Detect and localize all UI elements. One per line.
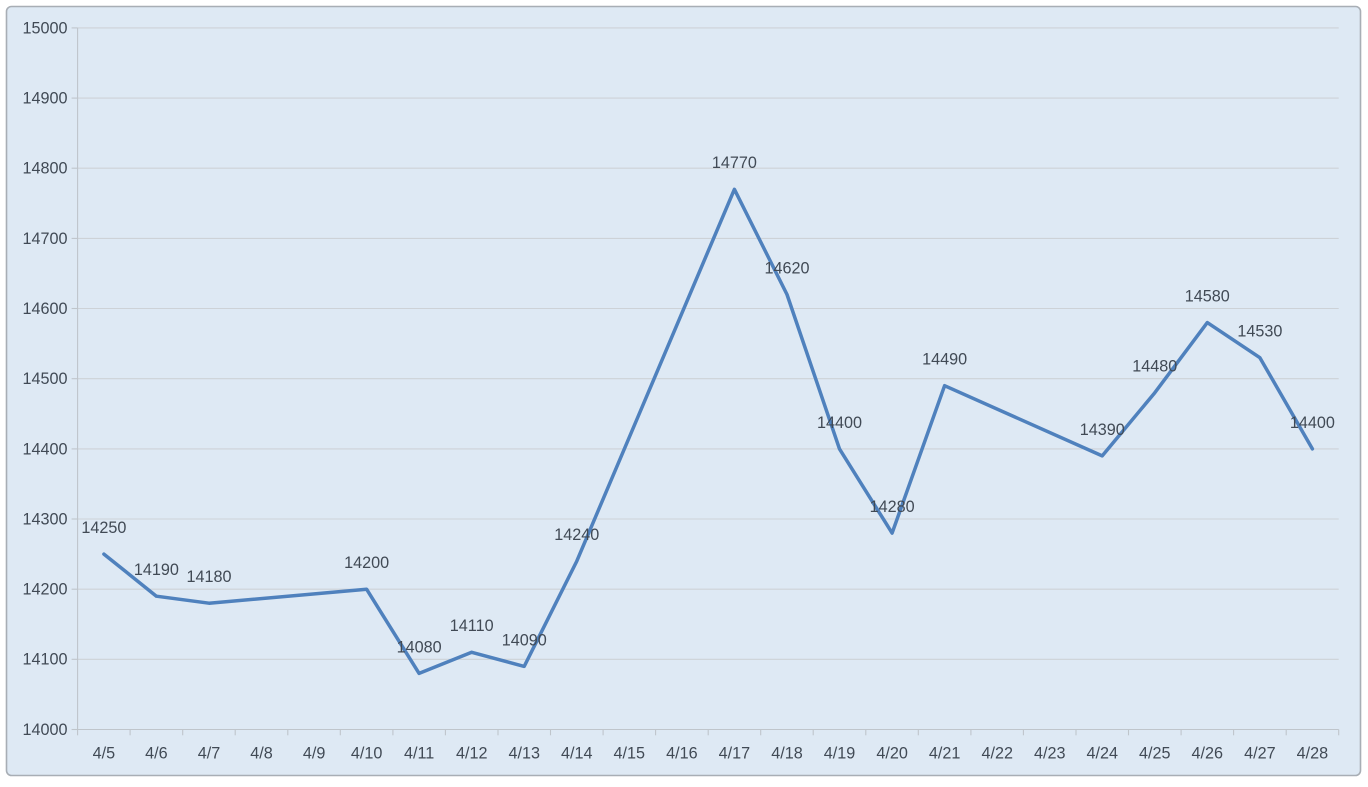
svg-text:14620: 14620 xyxy=(764,259,809,277)
svg-text:14400: 14400 xyxy=(1290,414,1335,432)
svg-text:4/14: 4/14 xyxy=(561,745,593,763)
svg-text:14770: 14770 xyxy=(712,154,757,172)
svg-text:4/19: 4/19 xyxy=(824,745,856,763)
svg-text:4/16: 4/16 xyxy=(666,745,698,763)
svg-text:4/13: 4/13 xyxy=(508,745,540,763)
svg-text:4/25: 4/25 xyxy=(1139,745,1171,763)
svg-text:14800: 14800 xyxy=(22,160,67,178)
svg-text:14900: 14900 xyxy=(22,90,67,108)
svg-text:4/15: 4/15 xyxy=(614,745,646,763)
svg-text:14700: 14700 xyxy=(22,230,67,248)
svg-text:14250: 14250 xyxy=(81,519,126,537)
svg-text:4/8: 4/8 xyxy=(250,745,273,763)
svg-text:4/6: 4/6 xyxy=(145,745,168,763)
svg-text:4/26: 4/26 xyxy=(1192,745,1224,763)
svg-text:14240: 14240 xyxy=(554,526,599,544)
svg-text:14600: 14600 xyxy=(22,300,67,318)
svg-text:4/7: 4/7 xyxy=(198,745,221,763)
svg-text:4/9: 4/9 xyxy=(303,745,326,763)
svg-text:14110: 14110 xyxy=(450,617,494,635)
svg-text:14490: 14490 xyxy=(922,351,967,369)
svg-text:15000: 15000 xyxy=(22,19,67,37)
svg-text:4/22: 4/22 xyxy=(981,745,1013,763)
svg-text:14000: 14000 xyxy=(22,721,67,739)
svg-text:14200: 14200 xyxy=(344,554,389,572)
svg-text:4/23: 4/23 xyxy=(1034,745,1066,763)
svg-text:4/27: 4/27 xyxy=(1244,745,1276,763)
svg-text:4/5: 4/5 xyxy=(93,745,116,763)
svg-text:4/12: 4/12 xyxy=(456,745,488,763)
svg-text:14180: 14180 xyxy=(186,568,231,586)
svg-text:14400: 14400 xyxy=(817,414,862,432)
svg-text:4/18: 4/18 xyxy=(771,745,803,763)
svg-text:14530: 14530 xyxy=(1237,323,1282,341)
svg-text:14200: 14200 xyxy=(22,581,67,599)
svg-text:14300: 14300 xyxy=(22,510,67,528)
svg-text:4/24: 4/24 xyxy=(1086,745,1118,763)
svg-text:4/11: 4/11 xyxy=(404,745,434,763)
svg-text:14400: 14400 xyxy=(22,440,67,458)
svg-text:14280: 14280 xyxy=(870,498,915,516)
svg-text:14190: 14190 xyxy=(134,561,179,579)
svg-text:4/28: 4/28 xyxy=(1297,745,1329,763)
svg-text:14080: 14080 xyxy=(397,638,442,656)
svg-text:14480: 14480 xyxy=(1132,358,1177,376)
svg-text:14090: 14090 xyxy=(502,631,547,649)
svg-text:4/17: 4/17 xyxy=(719,745,751,763)
svg-text:14100: 14100 xyxy=(22,651,67,669)
svg-text:14500: 14500 xyxy=(22,370,67,388)
svg-text:4/10: 4/10 xyxy=(351,745,383,763)
svg-text:14390: 14390 xyxy=(1080,421,1125,439)
svg-text:4/21: 4/21 xyxy=(929,745,961,763)
svg-text:4/20: 4/20 xyxy=(876,745,908,763)
svg-text:14580: 14580 xyxy=(1185,288,1230,306)
